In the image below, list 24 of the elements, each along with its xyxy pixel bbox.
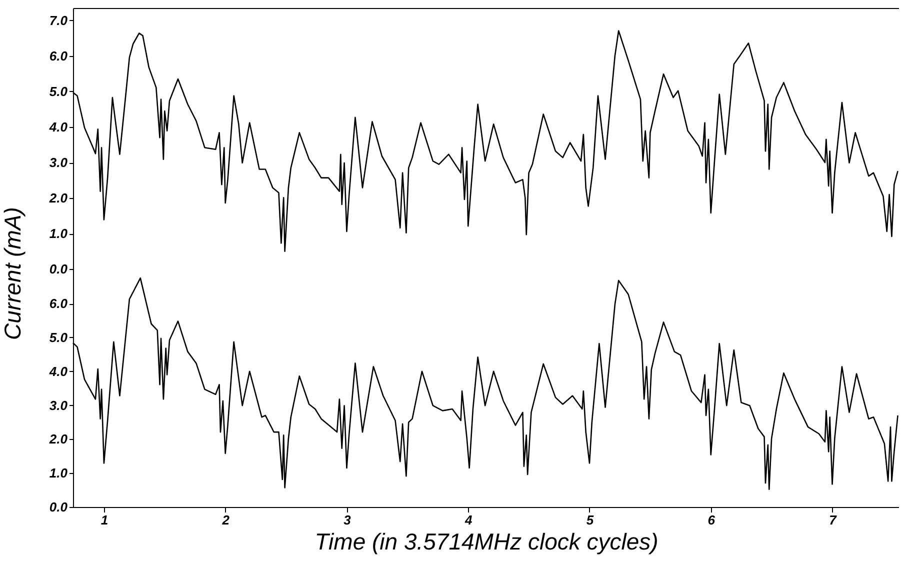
y-tick-label: 4.0 bbox=[48, 364, 68, 379]
y-tick-label: 2.0 bbox=[48, 190, 68, 206]
x-tick-label: 6 bbox=[708, 512, 716, 528]
x-tick-label: 4 bbox=[464, 512, 473, 528]
x-tick-label: 3 bbox=[344, 512, 352, 528]
x-axis-title: Time (in 3.5714MHz clock cycles) bbox=[314, 528, 658, 554]
y-axis-title: Current (mA) bbox=[0, 207, 26, 340]
y-tick-label: 3.0 bbox=[49, 398, 68, 413]
x-tick-label: 7 bbox=[829, 512, 838, 528]
x-tick-label: 2 bbox=[221, 512, 230, 528]
y-tick-label: 6.0 bbox=[49, 48, 68, 64]
y-tick-label: 5.0 bbox=[49, 84, 68, 99]
y-tick-label: 0.0 bbox=[49, 500, 68, 514]
x-tick-label: 1 bbox=[100, 512, 108, 528]
y-tick-label: 5.0 bbox=[49, 330, 68, 345]
x-tick-label: 5 bbox=[586, 512, 594, 528]
y-tick-label: 2.0 bbox=[48, 432, 68, 447]
y-tick-label: 3.0 bbox=[49, 155, 68, 170]
y-tick-label: 1.0 bbox=[49, 226, 68, 242]
y-tick-label: 4.0 bbox=[48, 120, 68, 134]
y-tick-label: 0.0 bbox=[49, 262, 68, 277]
y-tick-label: 6.0 bbox=[49, 296, 68, 312]
y-tick-label: 7.0 bbox=[49, 12, 68, 28]
y-tick-label: 1.0 bbox=[49, 466, 68, 481]
